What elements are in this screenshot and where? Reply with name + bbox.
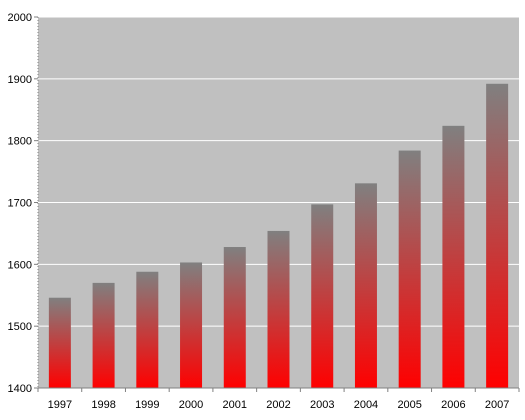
bar-2006 xyxy=(442,125,465,389)
bar-2005 xyxy=(398,150,421,388)
bar-2007 xyxy=(486,83,509,388)
y-tick-label-1600: 1600 xyxy=(8,259,32,271)
x-tick-label-2003: 2003 xyxy=(310,399,334,411)
x-tick-label-1998: 1998 xyxy=(91,399,115,411)
y-tick-label-1500: 1500 xyxy=(8,321,32,333)
bar-1999 xyxy=(136,271,159,388)
y-tick-labels: 1400 1500 1600 1700 1800 1900 2000 xyxy=(8,12,32,395)
y-tick-label-1900: 1900 xyxy=(8,74,32,86)
x-tick-label-1997: 1997 xyxy=(48,399,72,411)
bars xyxy=(48,83,509,389)
x-tick-label-1999: 1999 xyxy=(135,399,159,411)
x-tick-label-2001: 2001 xyxy=(223,399,247,411)
y-tick-label-1800: 1800 xyxy=(8,136,32,148)
bar-1997 xyxy=(48,297,71,388)
bar-2002 xyxy=(267,230,290,388)
y-tick-label-1400: 1400 xyxy=(8,383,32,395)
bar-1998 xyxy=(92,282,115,388)
bar-2004 xyxy=(354,183,377,388)
x-tick-label-2005: 2005 xyxy=(397,399,421,411)
x-tick-label-2000: 2000 xyxy=(179,399,203,411)
bar-2000 xyxy=(180,262,203,388)
x-tick-labels: 1997 1998 1999 2000 2001 2002 2003 2004 2005 2006… xyxy=(48,399,510,411)
x-tick-label-2006: 2006 xyxy=(441,399,465,411)
bar-2003 xyxy=(311,204,334,388)
x-tick-label-2007: 2007 xyxy=(485,399,509,411)
axes xyxy=(34,16,520,392)
x-tick-label-2004: 2004 xyxy=(354,399,378,411)
x-tick-label-2002: 2002 xyxy=(266,399,290,411)
bar-2001 xyxy=(223,247,246,388)
y-tick-label-1700: 1700 xyxy=(8,198,32,210)
y-tick-label-2000: 2000 xyxy=(8,12,32,24)
